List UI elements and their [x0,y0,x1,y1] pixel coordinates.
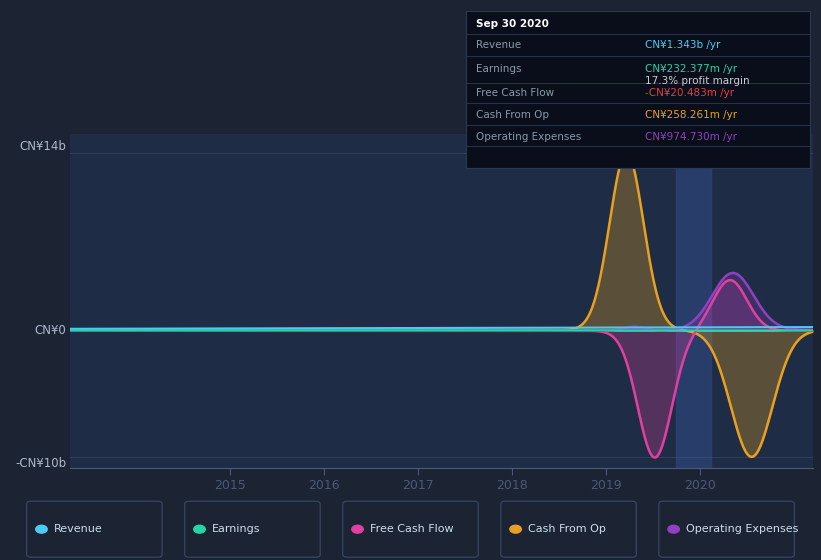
Text: Earnings: Earnings [212,524,260,534]
Text: 17.3% profit margin: 17.3% profit margin [644,76,750,86]
Text: Revenue: Revenue [54,524,103,534]
Text: Cash From Op: Cash From Op [528,524,606,534]
Text: CN¥232.377m /yr: CN¥232.377m /yr [644,64,737,74]
Text: CN¥0: CN¥0 [34,324,66,337]
Text: Revenue: Revenue [476,40,521,50]
Text: -CN¥20.483m /yr: -CN¥20.483m /yr [644,88,734,98]
Text: Earnings: Earnings [476,64,521,74]
Text: CN¥1.343b /yr: CN¥1.343b /yr [644,40,720,50]
Text: CN¥258.261m /yr: CN¥258.261m /yr [644,110,737,120]
Text: Cash From Op: Cash From Op [476,110,549,120]
Text: Operating Expenses: Operating Expenses [476,132,581,142]
Text: Free Cash Flow: Free Cash Flow [370,524,453,534]
Text: Free Cash Flow: Free Cash Flow [476,88,554,98]
Text: CN¥974.730m /yr: CN¥974.730m /yr [644,132,736,142]
Text: -CN¥10b: -CN¥10b [15,458,66,470]
Bar [677,134,711,468]
Text: Operating Expenses: Operating Expenses [686,524,798,534]
Text: Sep 30 2020: Sep 30 2020 [476,18,548,29]
Text: CN¥14b: CN¥14b [19,141,66,153]
